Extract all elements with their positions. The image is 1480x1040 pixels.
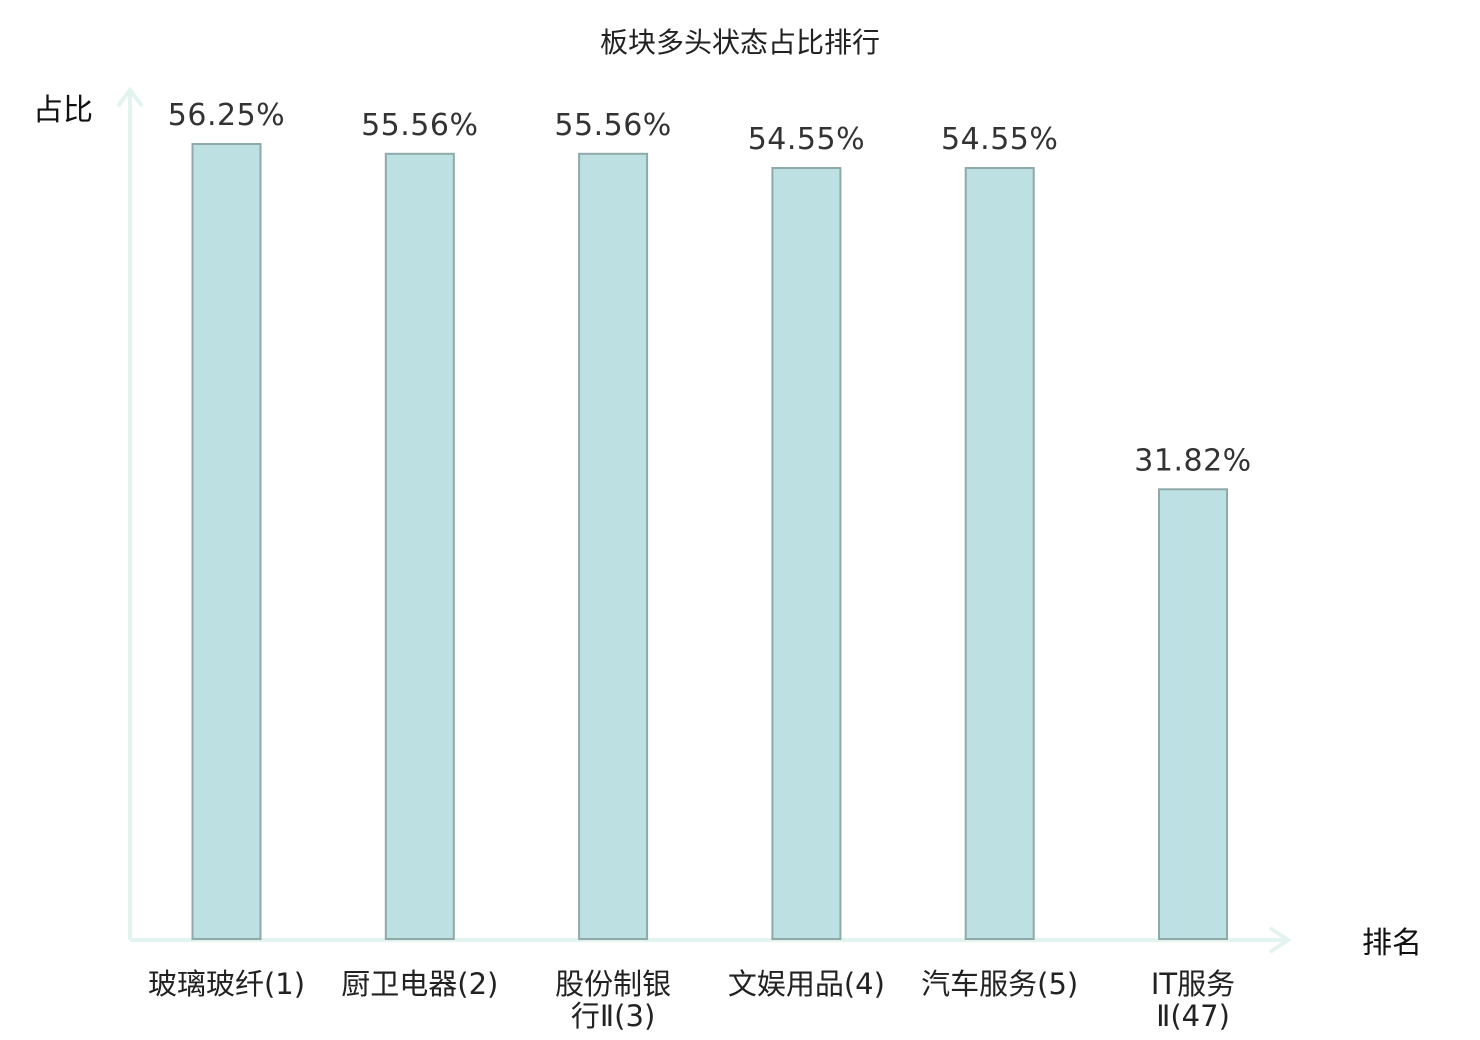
- category-label: 文娱用品(4): [728, 967, 885, 1001]
- value-label: 54.55%: [748, 122, 865, 157]
- category-label: 行Ⅱ(3): [571, 999, 655, 1033]
- category-label: 汽车服务(5): [921, 967, 1078, 1001]
- value-label: 31.82%: [1134, 443, 1251, 478]
- category-label: 厨卫电器(2): [341, 967, 498, 1001]
- value-labels: 56.25% 55.56% 55.56% 54.55% 54.55% 31.82%: [168, 98, 1251, 478]
- bar: [964, 167, 1035, 940]
- chart-title: 板块多头状态占比排行: [600, 26, 880, 59]
- bar: [1158, 488, 1228, 940]
- x-axis-label: 排名: [1362, 926, 1422, 961]
- bar: [191, 143, 262, 940]
- y-axis-label: 占比: [33, 93, 93, 128]
- value-label: 55.56%: [361, 108, 478, 143]
- category-label: 玻璃玻纤(1): [148, 967, 305, 1001]
- bars: [191, 143, 1228, 941]
- bar: [578, 152, 649, 941]
- category-label: 股份制银: [555, 967, 671, 1001]
- value-label: 55.56%: [554, 108, 671, 143]
- x-axis: [130, 926, 1292, 954]
- bar: [771, 167, 842, 940]
- bar: [384, 152, 455, 941]
- category-label: Ⅱ(47): [1156, 999, 1230, 1033]
- category-label: IT服务: [1151, 967, 1235, 1001]
- value-label: 56.25%: [168, 98, 285, 133]
- y-axis: [116, 86, 144, 940]
- value-label: 54.55%: [941, 122, 1058, 157]
